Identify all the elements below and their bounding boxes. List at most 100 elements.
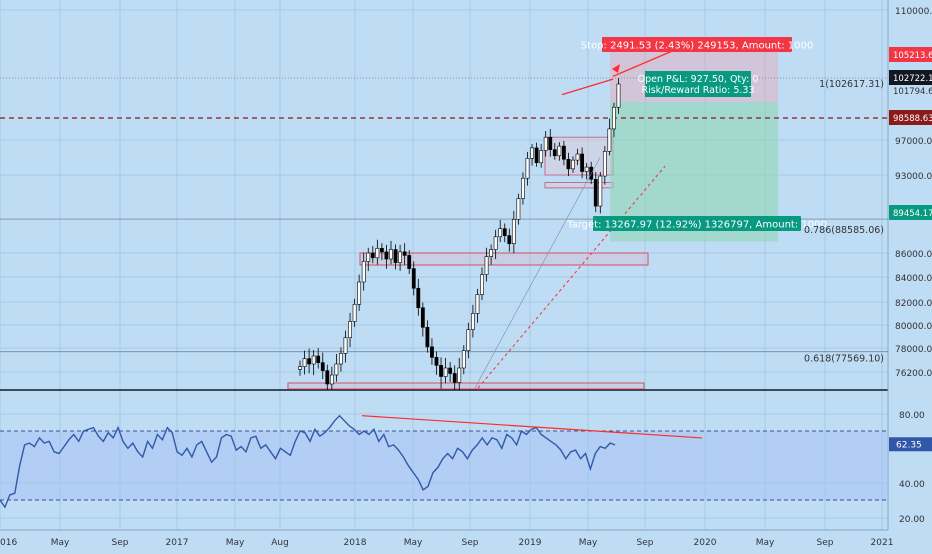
candle	[320, 362, 325, 371]
rsi-pane[interactable]: 80.00 40.00 20.00 62.35	[0, 411, 932, 525]
candle	[302, 358, 307, 367]
candle	[507, 235, 512, 245]
candle	[370, 252, 375, 259]
candle	[379, 248, 384, 253]
candle	[552, 149, 557, 157]
candle	[548, 136, 553, 150]
range-box	[359, 252, 649, 266]
candle	[366, 252, 371, 262]
candle	[593, 178, 598, 207]
price-tick-label: 78000.00	[895, 345, 932, 355]
projection-line	[612, 50, 673, 77]
price-tick-label: 97000.00	[895, 137, 932, 147]
rsi-current-label: 62.35	[896, 440, 922, 450]
price-tick-label: 93000.00	[895, 172, 932, 182]
candle	[598, 175, 603, 207]
time-tick-label: May	[51, 538, 70, 548]
price-label-plain: 101794.64	[893, 87, 932, 97]
time-tick-label: 016	[0, 538, 17, 548]
candle	[557, 145, 562, 157]
candle	[466, 329, 471, 351]
stop-label-bg	[602, 37, 792, 52]
candle	[616, 83, 621, 108]
price-tick-label: 110000.00	[895, 7, 932, 17]
candle	[470, 313, 475, 330]
candle	[311, 355, 316, 365]
candle	[416, 287, 421, 309]
candle	[461, 350, 466, 369]
price-label-target: 89454.17	[893, 209, 932, 219]
candle	[525, 158, 530, 179]
time-tick-label: Sep	[637, 538, 654, 548]
candle	[425, 326, 430, 348]
candle	[439, 365, 443, 377]
price-axis[interactable]: 110000.00 97000.00 93000.00 86000.00 84000.0…	[889, 7, 932, 379]
time-tick-label: May	[756, 538, 775, 548]
candle	[316, 355, 321, 363]
rsi-band	[0, 431, 888, 500]
candle	[420, 307, 425, 328]
candle	[411, 268, 416, 289]
candle	[561, 145, 566, 160]
candle	[484, 256, 489, 275]
price-label-bg	[889, 110, 932, 125]
candle	[329, 374, 334, 385]
time-axis[interactable]: 016 May Sep 2017 May Aug 2018 May Sep 2019 May Sep 2…	[0, 538, 893, 548]
time-tick-label: 2017	[166, 538, 189, 548]
candle	[530, 147, 534, 159]
candle	[575, 153, 580, 161]
candle	[612, 106, 616, 130]
time-tick-label: Aug	[271, 538, 289, 548]
candle	[334, 363, 339, 376]
price-pane[interactable]: Stop: 2491.53 (2.43%) 249153, Amount: 10…	[0, 37, 888, 390]
candle	[584, 166, 589, 172]
candle	[343, 337, 348, 354]
time-tick-label: 2019	[519, 538, 542, 548]
candle	[298, 366, 302, 370]
target-label-text: Target: 13267.97 (12.92%) 1326797, Amoun…	[566, 220, 827, 231]
price-tick-label: 84000.00	[895, 274, 932, 284]
time-tick-label: Sep	[817, 538, 834, 548]
target-label-bg	[593, 216, 801, 231]
candle	[571, 159, 575, 170]
candles	[298, 78, 621, 390]
resistance-line	[561, 78, 614, 96]
candle	[452, 373, 457, 383]
risk-reward-text: Risk/Reward Ratio: 5.33	[641, 85, 754, 96]
price-label-bg	[889, 47, 932, 62]
price-tick-label: 82000.00	[895, 299, 932, 309]
arrow-icon	[612, 64, 620, 73]
rsi-line	[0, 414, 616, 509]
candle	[498, 228, 503, 238]
candle	[402, 251, 407, 256]
range-box	[287, 382, 645, 390]
candle	[307, 358, 312, 365]
candle	[475, 294, 480, 314]
price-label-bg	[889, 205, 932, 220]
candle	[448, 367, 453, 374]
fib-label: 0.786(88585.06)	[804, 225, 884, 236]
candle	[543, 136, 548, 151]
time-tick-label: May	[404, 538, 423, 548]
fib-label: 0.618(77569.10)	[804, 354, 884, 365]
pnl-label-bg	[645, 71, 751, 97]
price-tick-label: 80000.00	[895, 322, 932, 332]
candle	[339, 353, 343, 365]
time-tick-label: 2021	[871, 538, 894, 548]
candle	[348, 321, 352, 338]
price-tick-label: 86000.00	[895, 250, 932, 260]
candle	[457, 367, 462, 383]
candle	[434, 357, 439, 366]
drawings	[474, 50, 673, 389]
price-tick-label: 76200.00	[895, 369, 932, 379]
fib-trendline	[474, 157, 601, 389]
target-label[interactable]: Target: 13267.97 (12.92%) 1326797, Amoun…	[566, 216, 827, 231]
fib-label: 1(102617.31)	[819, 79, 884, 90]
candle	[580, 153, 585, 172]
stop-label[interactable]: Stop: 2491.53 (2.43%) 249153, Amount: 10…	[581, 37, 813, 52]
time-tick-label: 2018	[344, 538, 367, 548]
candle	[493, 236, 498, 250]
